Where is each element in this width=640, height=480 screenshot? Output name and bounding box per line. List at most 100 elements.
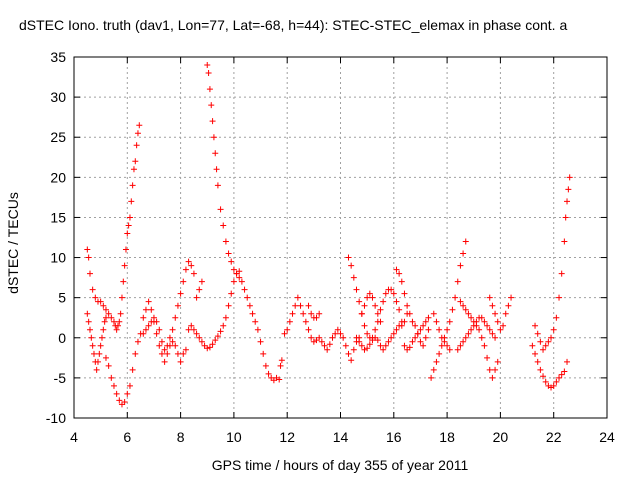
series-14 (428, 238, 469, 381)
data-point (161, 346, 168, 353)
data-point (565, 186, 572, 193)
data-point (481, 342, 488, 349)
data-point (140, 314, 147, 321)
data-point (230, 278, 237, 285)
data-point (209, 341, 216, 348)
x-tick-label: 16 (386, 429, 402, 445)
data-point (118, 294, 125, 301)
data-point (132, 350, 139, 357)
data-point (284, 326, 291, 333)
data-point (150, 318, 157, 325)
data-point (334, 326, 341, 333)
data-point (102, 306, 109, 313)
data-point (473, 322, 480, 329)
data-point (204, 345, 211, 352)
data-point (500, 322, 507, 329)
data-point (486, 326, 493, 333)
data-point (134, 130, 141, 137)
data-point (241, 286, 248, 293)
data-point (428, 374, 435, 381)
data-point (114, 322, 121, 329)
data-point (129, 366, 136, 373)
data-point (166, 342, 173, 349)
data-point (492, 334, 499, 341)
data-point (97, 342, 104, 349)
data-point (105, 310, 112, 317)
data-point (292, 302, 299, 309)
data-point (508, 294, 515, 301)
data-point (278, 357, 285, 364)
data-point (377, 342, 384, 349)
data-point (364, 294, 371, 301)
data-point (537, 366, 544, 373)
data-point (148, 306, 155, 313)
data-point (438, 334, 445, 341)
data-point (417, 338, 424, 345)
data-point (460, 338, 467, 345)
x-tick-label: 18 (439, 429, 455, 445)
data-point (417, 326, 424, 333)
data-point (193, 294, 200, 301)
data-point (196, 286, 203, 293)
series-5 (193, 278, 205, 301)
data-point (254, 326, 261, 333)
data-point (468, 314, 475, 321)
series-8 (305, 302, 323, 321)
data-point (444, 342, 451, 349)
data-point (84, 246, 91, 253)
data-point (393, 298, 400, 305)
data-point (446, 346, 453, 353)
data-point (481, 318, 488, 325)
data-point (454, 278, 461, 285)
data-point (358, 342, 365, 349)
data-point (457, 342, 464, 349)
data-point (212, 337, 219, 344)
series-19 (529, 342, 571, 391)
data-point (446, 318, 453, 325)
data-point (128, 198, 135, 205)
series-15 (430, 310, 453, 353)
data-point (425, 326, 432, 333)
data-point (190, 270, 197, 277)
series-0 (84, 122, 143, 333)
data-point (204, 62, 211, 69)
data-points (84, 62, 573, 408)
data-point (180, 350, 187, 357)
data-point (120, 278, 127, 285)
series-20 (532, 174, 573, 353)
data-point (214, 333, 221, 340)
data-point (180, 278, 187, 285)
data-point (332, 330, 339, 337)
data-point (177, 290, 184, 297)
data-point (540, 373, 547, 380)
data-point (100, 326, 107, 333)
data-point (236, 274, 243, 281)
data-point (497, 326, 504, 333)
data-point (260, 350, 267, 357)
data-point (412, 322, 419, 329)
y-tick-label: 20 (50, 169, 66, 185)
data-point (550, 326, 557, 333)
data-point (348, 262, 355, 269)
data-point (121, 262, 128, 269)
series-11 (358, 290, 384, 325)
data-point (92, 294, 99, 301)
data-point (206, 344, 213, 351)
data-point (438, 342, 445, 349)
data-point (86, 270, 93, 277)
data-point (230, 266, 237, 273)
data-point (465, 330, 472, 337)
data-point (462, 306, 469, 313)
data-point (393, 266, 400, 273)
data-point (96, 350, 103, 357)
data-point (430, 310, 437, 317)
data-point (361, 302, 368, 309)
data-point (225, 250, 232, 257)
data-point (142, 326, 149, 333)
data-point (185, 326, 192, 333)
data-point (153, 330, 160, 337)
data-point (465, 310, 472, 317)
data-point (116, 397, 123, 404)
data-point (462, 334, 469, 341)
data-point (558, 270, 565, 277)
